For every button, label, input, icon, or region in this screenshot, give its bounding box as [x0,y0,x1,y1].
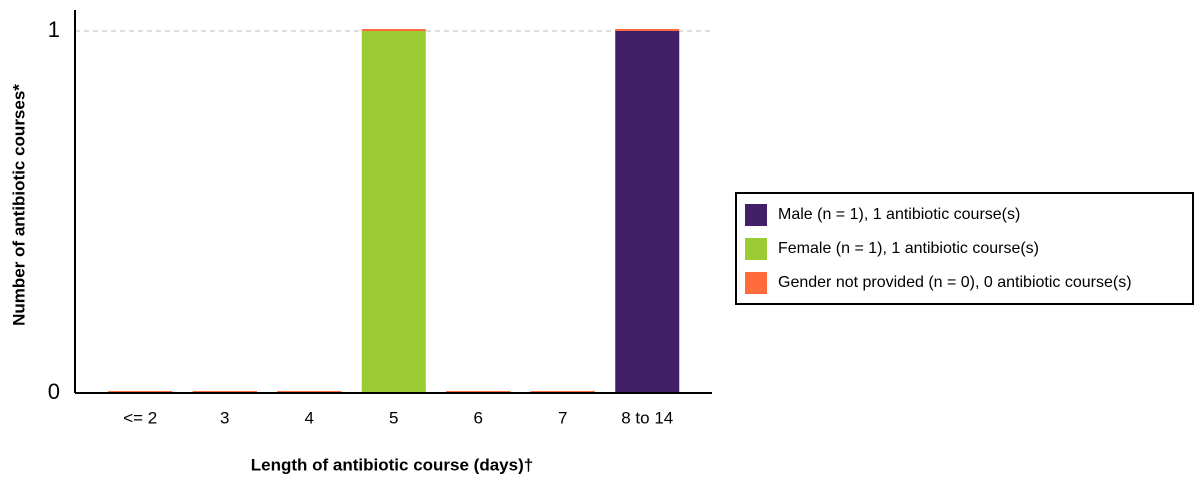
y-tick-label: 1 [48,17,60,42]
x-tick-label: 5 [389,408,398,427]
bar [615,29,680,31]
bar [615,31,680,393]
x-tick-label: 6 [474,408,483,427]
legend-label: Gender not provided (n = 0), 0 antibioti… [778,274,1132,291]
y-axis-title: Number of antibiotic courses* [9,84,28,326]
x-tick-label: 8 to 14 [621,408,673,427]
legend-label: Female (n = 1), 1 antibiotic course(s) [778,240,1039,257]
x-tick-label: 3 [220,408,229,427]
x-tick-label: <= 2 [123,408,157,427]
bar [361,31,426,393]
legend-label: Male (n = 1), 1 antibiotic course(s) [778,206,1020,223]
bar [361,29,426,31]
legend-swatch [745,272,767,294]
legend-swatch [745,238,767,260]
x-tick-label: 4 [305,408,314,427]
legend-box [735,192,1194,305]
x-tick-label: 7 [558,408,567,427]
legend-swatch [745,204,767,226]
y-tick-label: 0 [48,379,60,404]
x-axis-title: Length of antibiotic course (days)† [251,455,533,474]
